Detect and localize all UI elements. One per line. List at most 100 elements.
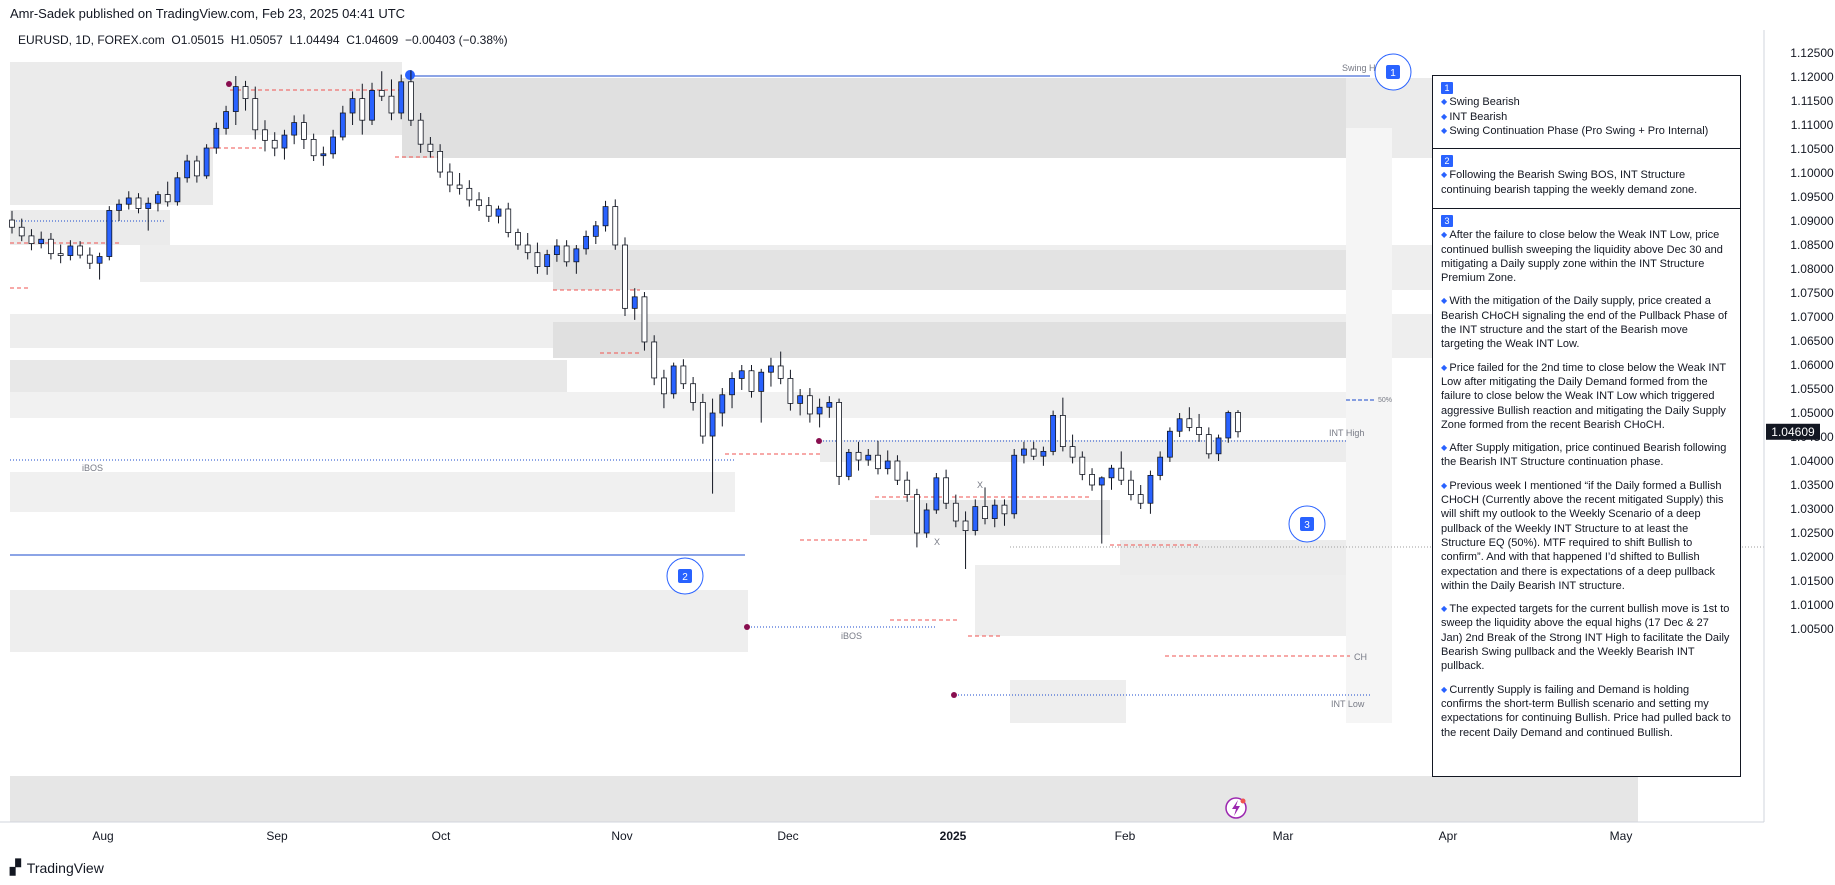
structure-lines: [10, 70, 1764, 698]
note-paragraph: After the failure to close below the Wea…: [1441, 228, 1732, 285]
candle-body: [1147, 474, 1154, 504]
price-tick-label: 1.05500: [1790, 382, 1834, 396]
candle-body: [1166, 430, 1173, 458]
candle-body: [57, 253, 64, 256]
notes-section-1: 1 Swing Bearish INT Bearish Swing Contin…: [1433, 76, 1740, 149]
candle-body: [923, 509, 930, 534]
candle-body: [408, 81, 414, 121]
candle-body: [1050, 414, 1057, 452]
int-high-label: INT High: [1329, 428, 1364, 438]
price-tick-label: 1.10500: [1790, 142, 1834, 156]
ohlc-high: H1.05057: [230, 33, 283, 47]
candle-body: [1225, 412, 1232, 439]
scenario-marker-2[interactable]: 2: [666, 557, 704, 595]
candle-body: [242, 86, 249, 99]
candle-body: [826, 402, 833, 408]
zone-box: [553, 250, 1346, 290]
zone-box: [975, 565, 1346, 636]
candle-body: [252, 98, 259, 131]
note-paragraph: With the mitigation of the Daily supply,…: [1441, 294, 1732, 351]
candle-body: [875, 454, 881, 470]
candle-body: [1059, 414, 1066, 447]
symbol-legend: EURUSD, 1D, FOREX.com O1.05015 H1.05057 …: [18, 33, 508, 47]
candle-body: [28, 235, 35, 244]
candle-body: [1118, 467, 1125, 481]
time-tick-label: Dec: [777, 829, 798, 843]
candle-body: [982, 506, 988, 520]
candle-body: [524, 244, 531, 254]
candle-body: [592, 225, 599, 237]
candle-body: [699, 402, 706, 437]
candle-body: [155, 194, 161, 204]
candle-body: [1079, 456, 1086, 475]
zone-box: [553, 322, 1346, 358]
candle-body: [845, 451, 852, 477]
note-paragraph: Price failed for the 2nd time to close b…: [1441, 361, 1732, 432]
candle-body: [544, 254, 551, 268]
symbol-name[interactable]: EURUSD, 1D, FOREX.com: [18, 33, 165, 47]
price-tick-label: 1.12500: [1790, 46, 1834, 60]
time-tick-label: Aug: [92, 829, 113, 843]
price-tick-label: 1.04000: [1790, 454, 1834, 468]
brand-name: TradingView: [26, 859, 104, 876]
candle-body: [271, 139, 278, 149]
candle-body: [1128, 479, 1134, 496]
candle-body: [456, 184, 463, 189]
candle-body: [816, 406, 823, 415]
candle-body: [164, 194, 171, 203]
scenario-marker-3[interactable]: 3: [1288, 505, 1326, 543]
candle-body: [446, 171, 453, 186]
candle-body: [602, 206, 609, 227]
note-text: Following the Bearish Swing BOS, INT Str…: [1441, 168, 1732, 197]
price-tick-label: 1.11500: [1791, 94, 1834, 108]
candle-body: [612, 206, 619, 246]
candle-body: [641, 296, 648, 343]
scenario-marker-1[interactable]: 1: [1374, 53, 1412, 91]
candle-body: [952, 502, 959, 522]
zone-box: [10, 124, 213, 205]
candle-body: [38, 238, 45, 244]
candle-body: [1069, 446, 1076, 458]
marker-2-text: 2: [682, 572, 688, 583]
price-tick-label: 1.07000: [1790, 310, 1834, 324]
candle-body: [1040, 450, 1047, 457]
candle-body: [359, 98, 366, 121]
candle-body: [1108, 467, 1115, 479]
candle-body: [232, 86, 239, 112]
tradingview-brand[interactable]: ▞ TradingView: [10, 859, 104, 876]
candle-body: [1137, 494, 1144, 504]
note-item: INT Bearish: [1441, 110, 1732, 124]
time-tick-label: Mar: [1273, 829, 1294, 843]
candle-body: [223, 111, 229, 129]
candle-body: [213, 127, 220, 149]
candle-body: [77, 245, 84, 256]
candle-body: [48, 238, 54, 255]
candle-body: [1157, 456, 1164, 476]
ohlc-close: C1.04609: [346, 33, 399, 47]
time-tick-label: Sep: [266, 829, 288, 843]
candle-body: [709, 412, 716, 437]
swing-point-dot: [951, 692, 957, 698]
section-3-badge: 3: [1441, 215, 1453, 227]
candle-body: [534, 252, 541, 267]
candle-body: [135, 197, 142, 209]
chart-annotations: Swing High INT High INT Low CH iBOS iBOS…: [82, 53, 1412, 819]
candle-body: [758, 371, 765, 392]
candle-body: [476, 199, 482, 207]
zone-box: [1346, 128, 1392, 723]
alert-icon[interactable]: [1225, 797, 1247, 819]
candle-body: [884, 460, 891, 470]
candle-body: [1235, 412, 1241, 433]
fifty-percent-label: 50%: [1378, 397, 1392, 404]
zone-box: [10, 62, 402, 135]
zone-box: [10, 776, 1638, 822]
price-tick-label: 1.05000: [1790, 406, 1834, 420]
analysis-notes-panel: 1 Swing Bearish INT Bearish Swing Contin…: [1432, 75, 1741, 777]
int-low-label: INT Low: [1331, 699, 1365, 709]
candle-body: [427, 143, 434, 152]
candle-body: [738, 370, 745, 379]
candle-body: [174, 177, 181, 203]
candle-body: [349, 98, 356, 114]
candle-body: [301, 122, 307, 140]
section-1-badge: 1: [1441, 82, 1453, 94]
